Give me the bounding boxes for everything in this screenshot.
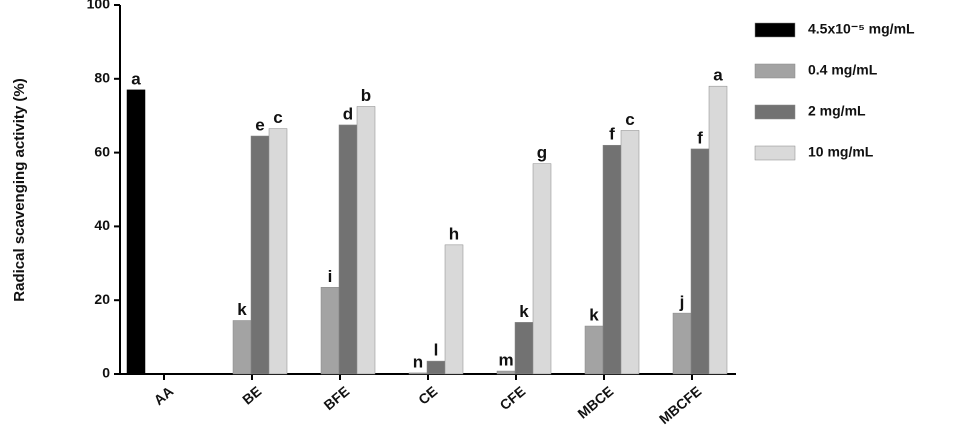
y-tick-label: 60 xyxy=(94,143,110,159)
bar xyxy=(532,163,552,375)
significance-letter: k xyxy=(237,300,247,319)
legend-swatch xyxy=(754,63,796,79)
legend-swatch xyxy=(754,104,796,120)
legend-swatch xyxy=(754,145,796,161)
significance-letter: m xyxy=(498,351,513,370)
significance-letter: a xyxy=(713,66,723,85)
significance-letter: i xyxy=(328,267,333,286)
bar xyxy=(620,130,640,375)
bar xyxy=(408,372,428,375)
bar xyxy=(320,287,340,375)
y-tick-label: 100 xyxy=(87,0,111,12)
y-axis-title: Radical scavenging activity (%) xyxy=(11,78,28,301)
legend-label: 0.4 mg/mL xyxy=(808,62,878,78)
bar xyxy=(338,124,358,375)
significance-letter: f xyxy=(609,125,615,144)
legend-label: 2 mg/mL xyxy=(808,103,866,119)
bar xyxy=(708,85,728,375)
significance-letter: a xyxy=(131,69,141,88)
significance-letter: k xyxy=(519,302,529,321)
significance-letter: l xyxy=(434,341,439,360)
significance-letter: k xyxy=(589,306,599,325)
bar xyxy=(356,106,376,375)
bar xyxy=(232,320,252,375)
significance-letter: f xyxy=(697,128,703,147)
bar xyxy=(250,135,270,375)
y-tick-label: 80 xyxy=(94,70,110,86)
y-tick-label: 40 xyxy=(94,217,110,233)
y-tick-label: 20 xyxy=(94,291,110,307)
y-tick-label: 0 xyxy=(102,365,110,381)
significance-letter: n xyxy=(413,352,423,371)
bar xyxy=(126,89,146,375)
significance-letter: e xyxy=(255,115,264,134)
bar xyxy=(444,244,464,375)
bar xyxy=(426,360,446,375)
legend-label: 10 mg/mL xyxy=(808,144,874,160)
significance-letter: g xyxy=(537,143,547,162)
x-tick-label: BE xyxy=(239,383,264,408)
significance-letter: d xyxy=(343,104,353,123)
x-tick-label: BFE xyxy=(321,383,353,413)
significance-letter: c xyxy=(273,108,282,127)
bar xyxy=(268,128,288,375)
x-tick-label: MBCFE xyxy=(656,383,704,427)
legend-swatch xyxy=(754,22,796,38)
x-tick-label: CE xyxy=(415,383,440,408)
x-tick-label: AA xyxy=(151,383,177,408)
x-tick-label: CFE xyxy=(497,383,529,413)
bar xyxy=(584,325,604,375)
bar xyxy=(602,144,622,375)
bar xyxy=(514,322,534,375)
significance-letter: j xyxy=(679,293,685,312)
legend-label: 4.5x10⁻⁵ mg/mL xyxy=(808,21,915,37)
significance-letter: b xyxy=(361,86,371,105)
significance-letter: c xyxy=(625,110,634,129)
significance-letter: h xyxy=(449,224,459,243)
bar xyxy=(690,148,710,375)
x-tick-label: MBCE xyxy=(574,383,616,422)
bar xyxy=(672,312,692,375)
bar xyxy=(496,370,516,375)
